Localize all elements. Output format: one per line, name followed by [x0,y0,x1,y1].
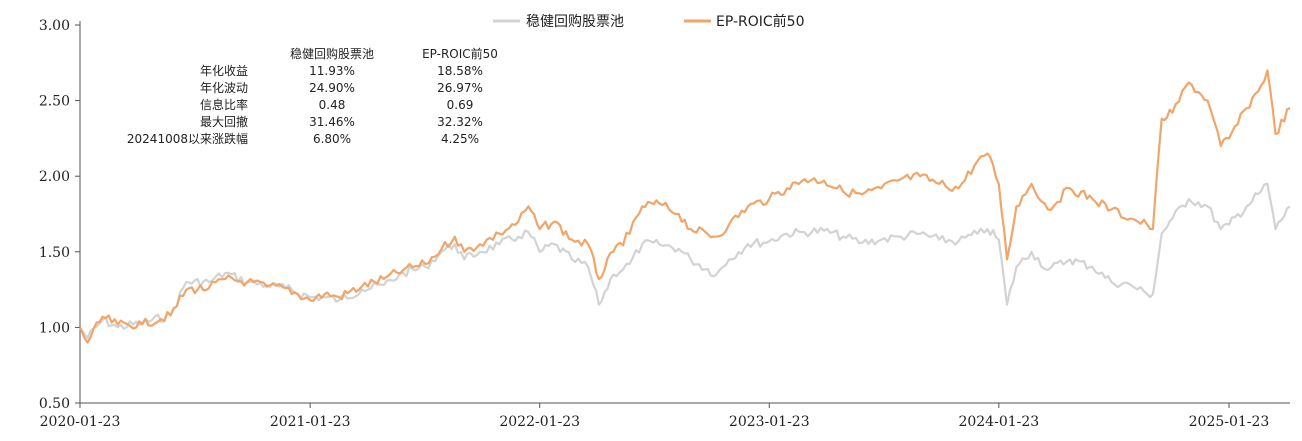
legend: 稳健回购股票池 EP-ROIC前50 [493,13,805,30]
stats-cell: 0.69 [446,98,474,112]
x-axis: 2020-01-23 2021-01-23 2022-01-23 2023-01-23… [40,402,1290,430]
y-tick-label: 2.50 [39,94,70,110]
series-line-1 [79,182,1291,340]
x-tick-label: 2023-01-23 [729,414,810,430]
x-tick-label: 2021-01-23 [270,414,351,430]
stats-cell: 24.90% [309,81,355,95]
stats-cell: 0.48 [318,98,346,112]
stats-row: 信息比率 0.48 0.69 [78,97,524,114]
stats-cell: 6.80% [312,132,352,146]
stats-row-label: 最大回撤 [199,115,248,129]
stats-row: 年化收益 11.93% 18.58% [78,63,524,80]
stats-row: 20241008以来涨跌幅 6.80% 4.25% [78,131,524,148]
stats-header-col-2: EP-ROIC前50 [422,47,498,61]
stats-row-label: 年化收益 [199,64,248,78]
y-tick-label: 2.00 [39,169,70,185]
stats-header-blank [78,46,268,63]
legend-label-series-2: EP-ROIC前50 [716,13,805,30]
stats-cell: 11.93% [309,64,355,78]
x-tick-label: 2020-01-23 [40,414,121,430]
stats-row-label: 年化波动 [199,81,248,95]
stats-cell: 4.25% [440,132,480,146]
legend-label-series-1: 稳健回购股票池 [526,14,624,30]
stats-table: 稳健回购股票池 EP-ROIC前50 年化收益 11.93% 18.58% 年化… [78,46,524,148]
x-tick-label: 2025-01-23 [1189,414,1270,430]
y-tick-label: 3.00 [39,18,70,34]
y-tick-label: 0.50 [39,396,70,412]
stats-header-row: 稳健回购股票池 EP-ROIC前50 [78,46,524,63]
x-tick-label: 2024-01-23 [958,414,1039,430]
stats-row: 最大回撤 31.46% 32.32% [78,114,524,131]
stats-cell: 18.58% [437,64,483,78]
stats-row-label: 20241008以来涨跌幅 [126,132,248,146]
stats-cell: 31.46% [309,115,355,129]
y-axis: 0.50 1.00 1.50 2.00 2.50 3.00 [39,18,81,412]
stats-cell: 26.97% [437,81,483,95]
y-tick-label: 1.00 [39,320,70,336]
x-tick-label: 2022-01-23 [499,414,580,430]
stats-row: 年化波动 24.90% 26.97% [78,80,524,97]
stats-row-label: 信息比率 [199,98,248,112]
series-lines [78,69,1291,344]
series-line-2 [78,69,1291,344]
stats-header-col-1: 稳健回购股票池 [289,47,374,61]
stats-cell: 32.32% [437,115,483,129]
y-tick-label: 1.50 [39,245,70,261]
